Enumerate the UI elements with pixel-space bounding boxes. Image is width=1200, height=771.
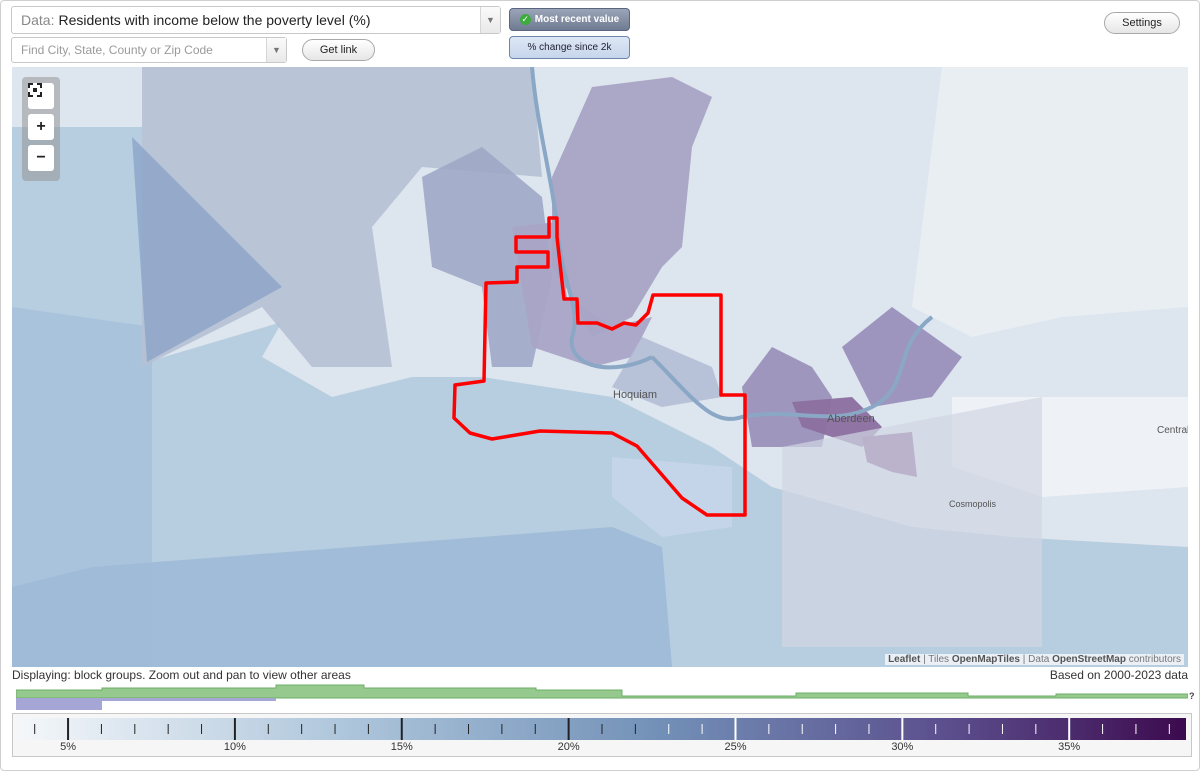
legend-label: 10% [223,741,246,753]
legend-label: 5% [60,741,76,753]
most-recent-label: Most recent value [534,14,620,25]
tiles-prefix: Tiles [928,654,950,665]
search-placeholder: Find City, State, County or Zip Code [21,43,213,57]
map-view[interactable]: Hoquiam Aberdeen Central Cosmopolis + − … [12,67,1188,667]
color-legend: 5% 10% 15% 20% 25% 30% 35% [12,713,1192,757]
histogram-help-icon[interactable]: ? [1189,691,1195,701]
map-label-central: Central [1157,425,1188,436]
most-recent-toggle[interactable]: ✓ Most recent value [509,8,630,31]
check-icon: ✓ [519,14,531,25]
block-group-northeast-river [552,77,712,337]
zoom-controls: + − [22,77,60,181]
settings-button[interactable]: Settings [1104,12,1180,34]
legend-label: 30% [891,741,914,753]
block-group-south-water [12,527,672,667]
pct-change-toggle[interactable]: % change since 2k [509,36,630,59]
legend-gradient [18,718,1186,740]
openmaptiles-link[interactable]: OpenMapTiles [951,654,1020,665]
get-link-button[interactable]: Get link [302,39,375,61]
histogram-city-bar [16,698,276,701]
legend-label: 25% [724,741,747,753]
map-label-hoquiam: Hoquiam [613,389,658,401]
data-range-status: Based on 2000-2023 data [1049,668,1188,682]
legend-label: 35% [1058,741,1081,753]
histogram-region-bars [16,684,1188,699]
map-label-cosmopolis: Cosmopolis [949,499,997,509]
search-input[interactable]: Find City, State, County or Zip Code ▼ [11,37,287,63]
block-group-north-hoquiam [422,147,552,367]
legend-label: 15% [390,741,413,753]
city-outline [452,216,747,517]
zoom-out-button[interactable]: − [28,145,54,171]
block-group-aberdeen-north [842,307,962,407]
legend-label: 20% [557,741,580,753]
displaying-status: Displaying: block groups. Zoom out and p… [12,668,351,682]
histogram-city-bar-tall [16,701,102,710]
fullscreen-icon[interactable] [28,83,54,109]
data-select-prefix: Data: [21,12,55,28]
block-group-southeast [782,397,1042,647]
data-select-value: Residents with income below the poverty … [58,12,371,28]
map-canvas[interactable] [12,67,1188,667]
map-label-aberdeen: Aberdeen [827,413,875,425]
map-attribution: Leaflet | Tiles OpenMapTiles | Data Open… [885,654,1184,665]
river-east [650,315,934,421]
block-group-south-hoquiam [612,457,732,537]
chevron-down-icon[interactable]: ▼ [266,38,286,62]
river [530,67,653,370]
histogram[interactable] [16,684,1188,712]
leaflet-link[interactable]: Leaflet [888,654,921,665]
minus-icon: − [36,149,46,166]
block-group-west-shore [132,137,282,362]
data-prefix: Data [1028,654,1050,665]
land-northeast [912,67,1188,337]
zoom-in-button[interactable]: + [28,114,54,140]
data-select[interactable]: Data: Residents with income below the po… [11,6,501,34]
legend-labels: 5% 10% 15% 20% 25% 30% 35% [18,741,1186,755]
plus-icon: + [36,118,46,135]
osm-link[interactable]: OpenStreetMap [1052,654,1126,665]
chevron-down-icon[interactable]: ▼ [480,7,500,33]
contributors-text: contributors [1128,654,1181,665]
